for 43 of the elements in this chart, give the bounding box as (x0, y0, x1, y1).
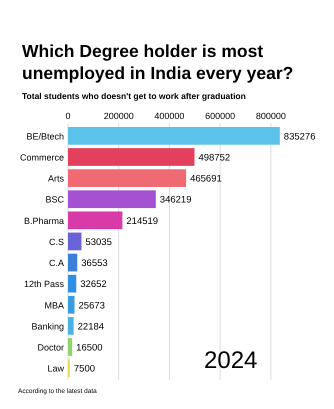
x-tick-label: 400000 (154, 111, 184, 121)
bar (68, 254, 78, 272)
y-tick-label: B.Pharma (24, 216, 64, 226)
y-tick-label: Doctor (37, 342, 64, 353)
x-tick-label: 800000 (256, 111, 286, 121)
y-tick-label: C.S (48, 236, 64, 247)
y-tick-label: BE/Btech (26, 131, 64, 142)
y-tick-label: Banking (31, 321, 64, 332)
y-tick-label: Commerce (20, 152, 64, 162)
bar (68, 317, 74, 335)
data-label: 22184 (78, 321, 104, 332)
y-tick-label: MBA (44, 300, 64, 310)
x-tick-label: 600000 (205, 111, 236, 121)
data-label: 16500 (76, 342, 103, 354)
data-label: 498752 (198, 152, 230, 164)
y-tick-label: Arts (48, 174, 64, 184)
chart-subtitle: Total students who doesn't get to work after graduation (22, 91, 246, 101)
chart-title: Which Degree holder is most unemployed in India every year? (22, 41, 294, 83)
data-label: 465691 (190, 174, 222, 185)
annotation: 2024 (204, 347, 258, 374)
data-label: 25673 (78, 300, 105, 312)
bar (68, 190, 156, 208)
data-label: 36553 (81, 258, 108, 270)
data-label: 346219 (160, 194, 192, 206)
data-label: 214519 (126, 216, 158, 227)
y-tick-label: 12th Pass (24, 279, 64, 290)
bar (68, 232, 82, 250)
data-label: 32652 (80, 279, 107, 290)
y-tick-label: Law (47, 364, 64, 374)
data-label: 7500 (74, 364, 96, 375)
bar (68, 148, 194, 166)
bar (68, 274, 76, 293)
data-label: 835276 (284, 131, 316, 142)
x-tick-label: 0 (65, 111, 71, 121)
bar (68, 127, 280, 145)
data-label: 53035 (85, 236, 112, 248)
x-tick-label: 200000 (104, 111, 134, 121)
y-tick-label: BSC (45, 194, 64, 205)
bar (68, 169, 186, 187)
bar (68, 338, 72, 356)
y-tick-label: C.A (48, 258, 64, 268)
bar (68, 296, 75, 314)
bar (68, 211, 122, 230)
